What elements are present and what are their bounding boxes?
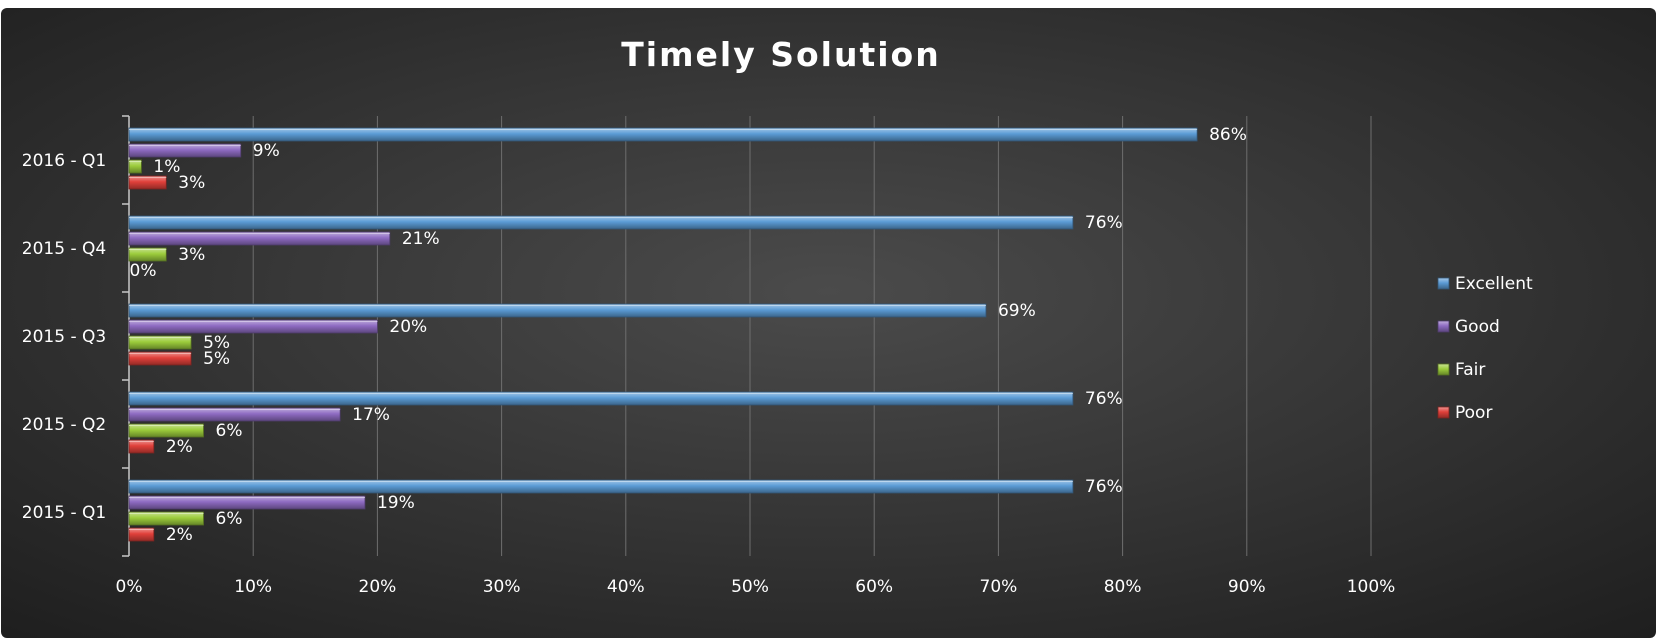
y-category-label: 2016 - Q1: [22, 151, 106, 171]
bar-excellent: [128, 303, 987, 318]
chart-frame: Timely Solution 0% 10% 20% 30% 40% 50% 60% 70% 8…: [1, 8, 1656, 638]
bar-poor: [128, 527, 155, 542]
data-label: 3%: [178, 173, 205, 193]
bar-excellent: [128, 391, 1074, 406]
bar-excellent: [128, 127, 1198, 142]
data-label: 69%: [998, 301, 1036, 321]
data-label: 5%: [203, 333, 230, 353]
legend-swatch-good: [1437, 320, 1450, 333]
data-label: 9%: [253, 141, 280, 161]
legend-label-good: Good: [1455, 317, 1500, 337]
x-tick-label: 100%: [1347, 577, 1396, 597]
bar-good: [128, 319, 378, 334]
bar-poor: [128, 439, 155, 454]
x-tick-label: 0%: [116, 577, 143, 597]
bar-chart: Timely Solution 0% 10% 20% 30% 40% 50% 60% 70% 8…: [1, 8, 1656, 638]
x-tick-label: 70%: [980, 577, 1018, 597]
data-label: 2%: [166, 437, 193, 457]
bar-excellent: [128, 479, 1074, 494]
data-label: 76%: [1085, 389, 1123, 409]
legend-label-excellent: Excellent: [1455, 274, 1533, 294]
bar-fair: [128, 423, 204, 438]
bar-fair: [128, 335, 192, 350]
x-tick-label: 60%: [855, 577, 893, 597]
legend-swatch-excellent: [1437, 277, 1450, 290]
bar-excellent: [128, 215, 1074, 230]
bar-good: [128, 143, 242, 158]
bar-fair: [128, 159, 142, 174]
bar-good: [128, 231, 391, 246]
x-tick-label: 90%: [1228, 577, 1266, 597]
bars-layer: [128, 127, 1198, 542]
bar-good: [128, 495, 366, 510]
y-category-label: 2015 - Q4: [22, 239, 106, 259]
legend-label-fair: Fair: [1455, 360, 1485, 380]
bar-poor: [128, 175, 167, 190]
data-label: 76%: [1085, 477, 1123, 497]
x-tick-label: 50%: [731, 577, 769, 597]
bar-fair: [128, 247, 167, 262]
data-label: 3%: [178, 245, 205, 265]
y-category-label: 2015 - Q1: [22, 503, 106, 523]
y-category-label: 2015 - Q2: [22, 415, 106, 435]
x-tick-label: 20%: [359, 577, 397, 597]
data-label: 20%: [389, 317, 427, 337]
legend-swatch-fair: [1437, 363, 1450, 376]
bar-poor: [128, 351, 192, 366]
x-tick-label: 10%: [234, 577, 272, 597]
data-label: 76%: [1085, 213, 1123, 233]
x-tick-label: 30%: [483, 577, 521, 597]
legend-swatch-poor: [1437, 406, 1450, 419]
data-label: 86%: [1209, 125, 1247, 145]
x-tick-label: 40%: [607, 577, 645, 597]
data-label: 6%: [216, 421, 243, 441]
data-label: 19%: [377, 493, 415, 513]
legend: Excellent Good Fair Poor: [1437, 274, 1533, 423]
bar-fair: [128, 511, 204, 526]
y-category-label: 2015 - Q3: [22, 327, 106, 347]
data-label: 1%: [153, 157, 180, 177]
legend-label-poor: Poor: [1455, 403, 1492, 423]
x-tick-label: 80%: [1104, 577, 1142, 597]
data-label: 6%: [216, 509, 243, 529]
labels-layer: 86%9%1%3%76%21%3%0%69%20%5%5%76%17%6%2%7…: [130, 125, 1247, 545]
chart-title: Timely Solution: [621, 35, 940, 74]
axis-layer: 0% 10% 20% 30% 40% 50% 60% 70% 80% 90% 100% 2016 - …: [22, 115, 1396, 597]
data-label: 5%: [203, 349, 230, 369]
bar-good: [128, 407, 341, 422]
data-label: 0%: [130, 261, 157, 281]
data-label: 21%: [402, 229, 440, 249]
data-label: 17%: [352, 405, 390, 425]
data-label: 2%: [166, 525, 193, 545]
